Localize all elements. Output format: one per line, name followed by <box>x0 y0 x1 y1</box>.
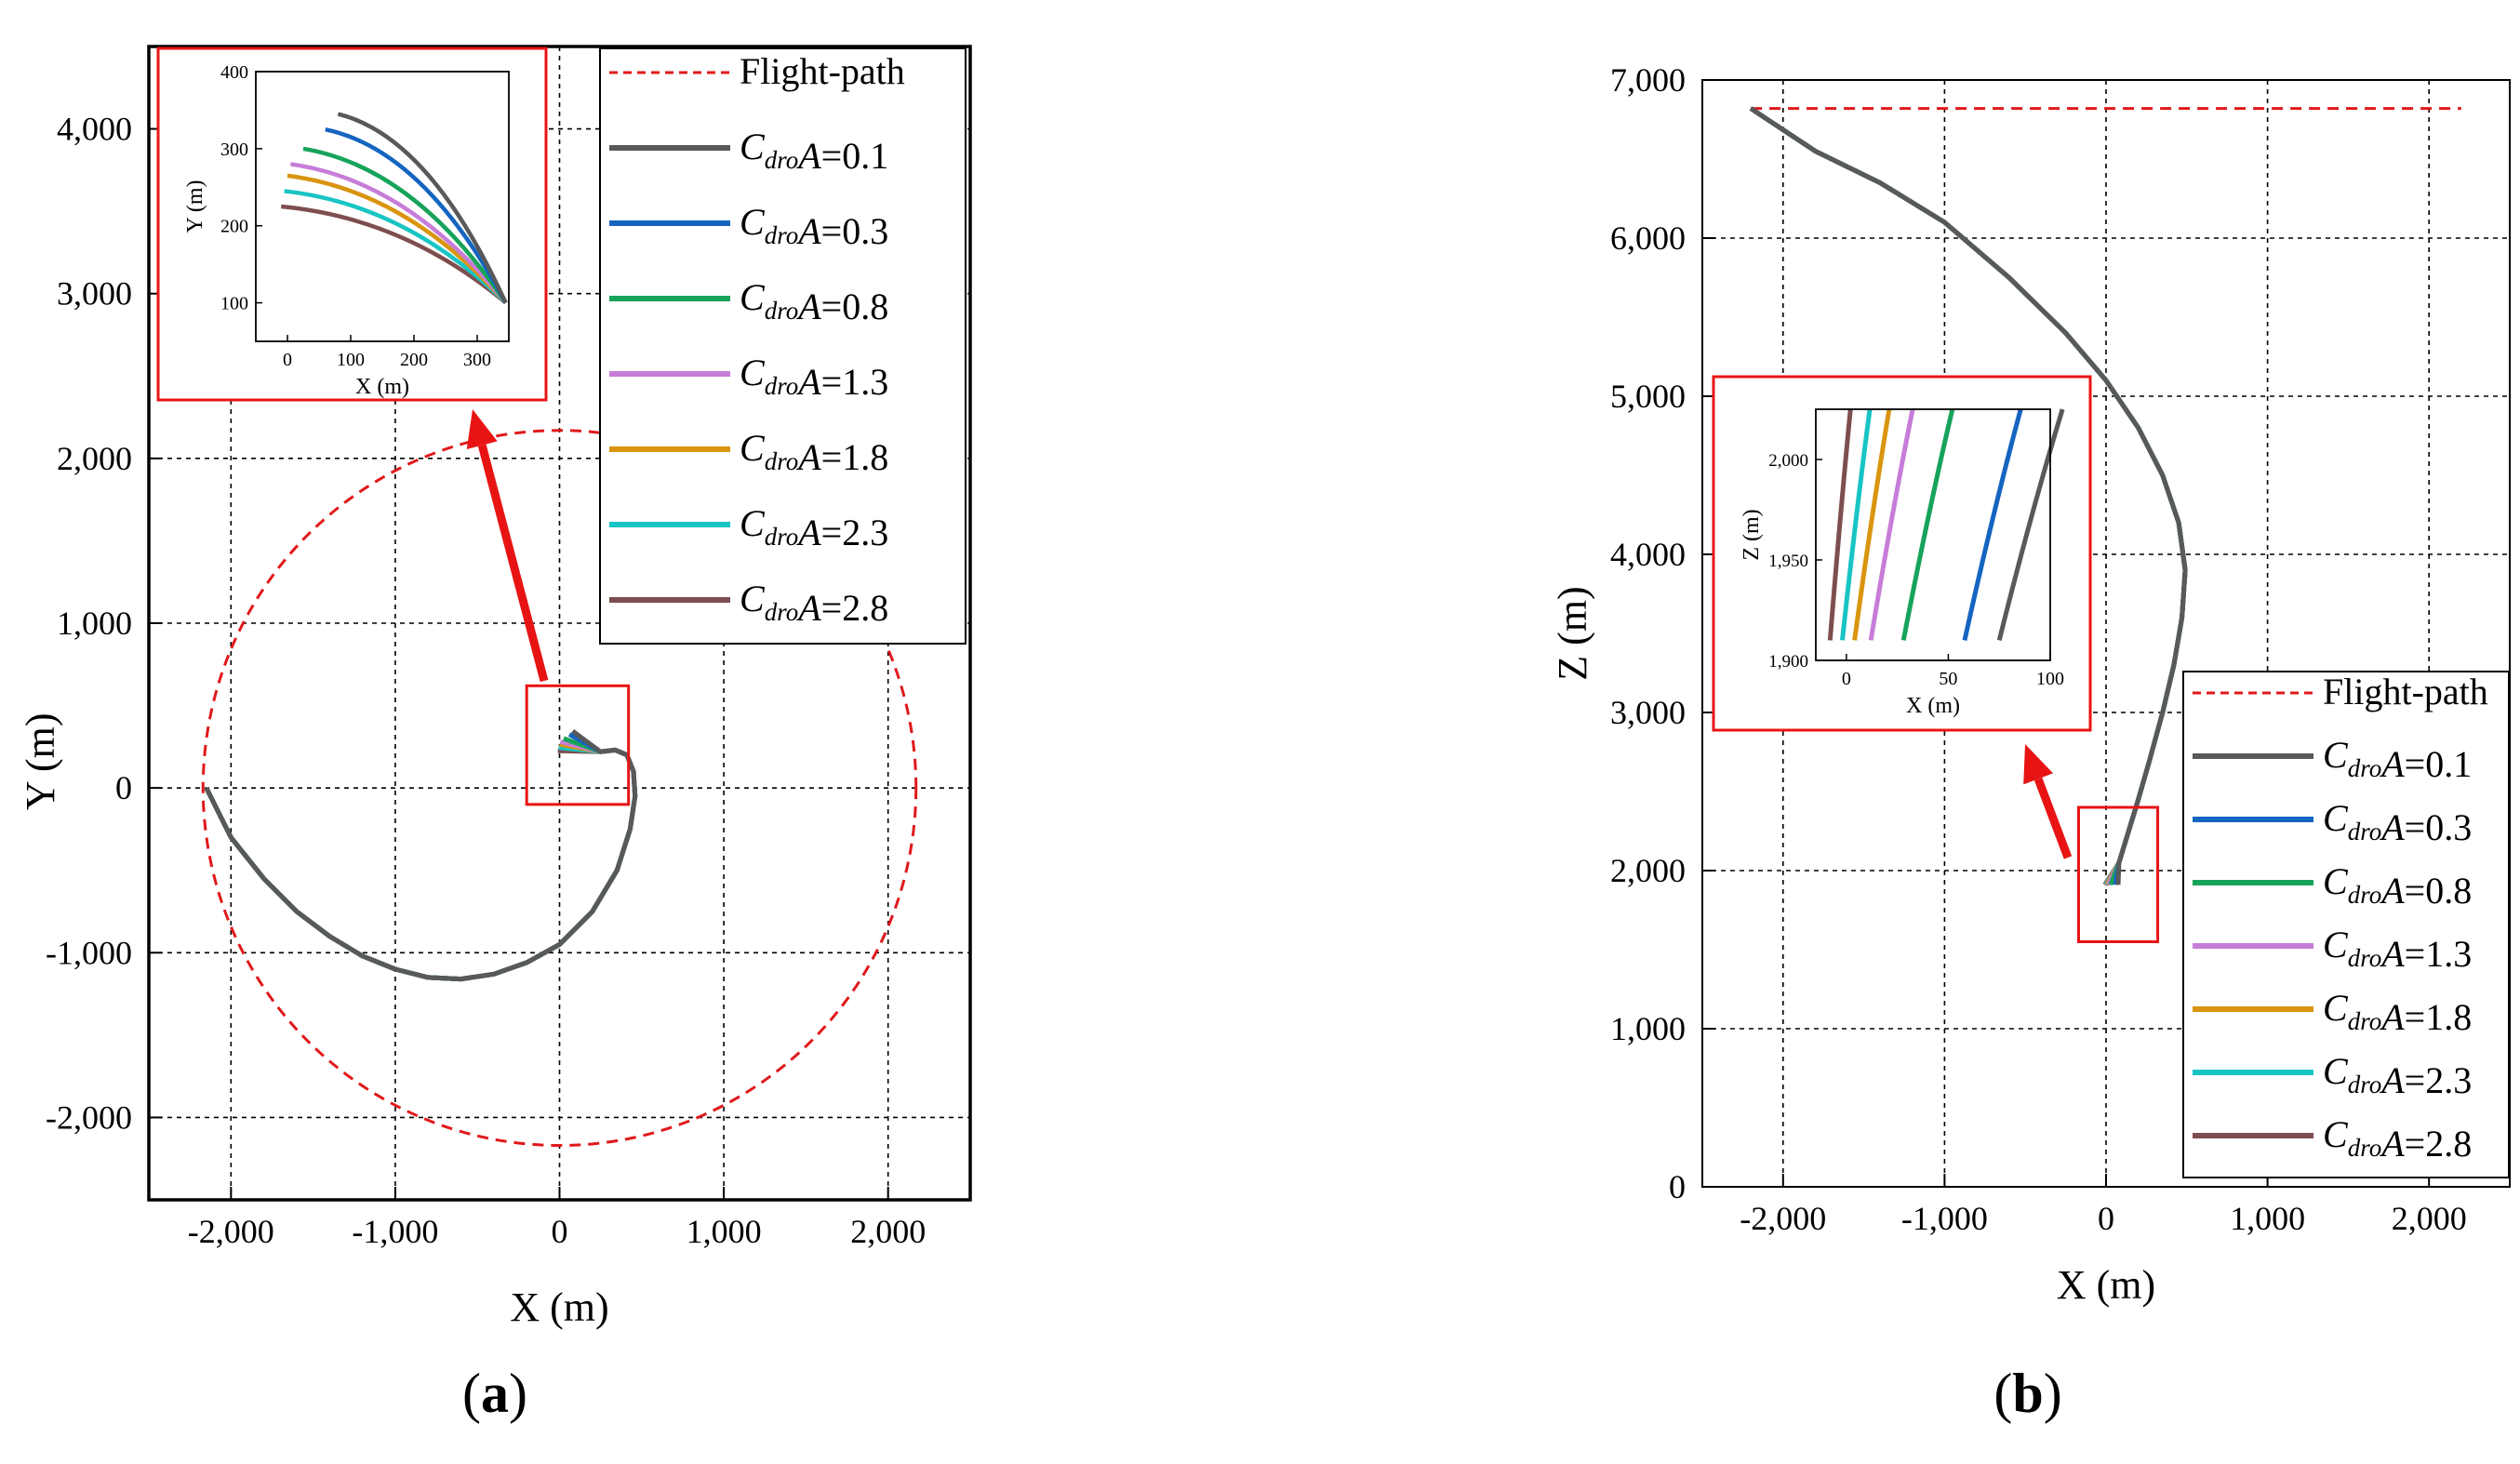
a-legend-label-flight-path: Flight-path <box>740 50 905 92</box>
a-inset-y-tick-label: 100 <box>220 294 248 314</box>
b-y-tick-label: 6,000 <box>1610 220 1686 257</box>
a-inset-series-1 <box>325 126 508 304</box>
b-x-tick-label: 2,000 <box>2392 1200 2467 1237</box>
a-inset-series-2 <box>302 146 508 304</box>
b-inset-y-label: Z (m) <box>1740 509 1764 560</box>
b-legend-label-flight-path: Flight-path <box>2323 671 2488 712</box>
a-x-tick-label: 1,000 <box>687 1213 762 1250</box>
a-inset-y-tick-label: 400 <box>220 62 248 83</box>
a-inset-frame <box>156 47 548 402</box>
a-inset-x-label: X (m) <box>355 375 409 399</box>
a-y-tick-label: -2,000 <box>46 1098 132 1136</box>
a-x-tick-label: -1,000 <box>352 1213 438 1250</box>
a-flight-path-circle <box>201 429 918 1148</box>
b-x-tick-label: -1,000 <box>1901 1200 1988 1237</box>
a-inset-y-label: Y (m) <box>183 180 207 233</box>
a-legend-label-0: CdroA=0.1 <box>740 126 888 177</box>
a-inset-y-tick-label: 300 <box>220 140 248 160</box>
b-inset-y-tick-label: 1,900 <box>1768 652 1808 672</box>
b-inset-series-2 <box>1900 408 1955 641</box>
b-inset-series-6 <box>1827 408 1853 641</box>
a-inset-series-5 <box>284 189 508 305</box>
a-y-tick-label: 2,000 <box>57 440 132 477</box>
b-y-tick-label: 7,000 <box>1610 61 1686 99</box>
a-plot-frame <box>147 45 972 1202</box>
b-arrow-shaft <box>2033 777 2073 859</box>
b-y-tick-label: 4,000 <box>1610 536 1686 573</box>
b-x-tick-label: 0 <box>2098 1200 2114 1237</box>
a-zoom-box <box>525 684 631 806</box>
b-inset-x-label: X (m) <box>1906 694 1960 718</box>
b-series-0 <box>1749 106 2188 885</box>
a-x-label: X (m) <box>510 1284 608 1330</box>
b-x-label: X (m) <box>2057 1262 2155 1308</box>
b-inset-x-tick-label: 50 <box>1939 669 1957 689</box>
a-panel-label: (a) <box>462 1363 527 1424</box>
a-x-tick-label: 2,000 <box>850 1213 926 1250</box>
b-inset-series-5 <box>1840 408 1873 641</box>
a-inset-x-tick-label: 100 <box>337 350 365 370</box>
b-y-label: Z (m) <box>1550 586 1595 680</box>
a-y-tick-label: 3,000 <box>57 275 132 313</box>
b-inset-frame <box>1712 375 2092 732</box>
b-inset-x-tick-label: 100 <box>2036 669 2064 689</box>
b-legend-label-2: CdroA=0.8 <box>2323 860 2472 912</box>
a-inset-series-0 <box>337 112 508 304</box>
b-y-tick-label: 5,000 <box>1610 378 1686 415</box>
b-inset-series-0 <box>1996 408 2065 642</box>
b-legend-label-5: CdroA=2.3 <box>2323 1050 2472 1101</box>
b-inset-y-tick-label: 1,950 <box>1768 552 1808 571</box>
b-y-tick-label: 0 <box>1669 1168 1686 1205</box>
a-inset-series-3 <box>290 162 508 304</box>
b-zoom-box <box>2076 805 2160 943</box>
a-y-label: Y (m) <box>18 712 63 810</box>
a-legend-label-6: CdroA=2.8 <box>740 578 888 629</box>
a-inset-y-tick-label: 200 <box>220 217 248 237</box>
b-panel-label: (b) <box>1993 1363 2061 1424</box>
b-legend-label-6: CdroA=2.8 <box>2323 1113 2472 1165</box>
b-inset-x-tick-label: 0 <box>1842 669 1851 689</box>
a-x-tick-label: 0 <box>552 1213 568 1250</box>
b-inset-series-3 <box>1868 408 1915 641</box>
b-inset-axes-frame <box>1815 408 2051 661</box>
b-y-tick-label: 2,000 <box>1610 852 1686 889</box>
b-legend-label-1: CdroA=0.3 <box>2323 797 2472 848</box>
a-inset-axes-frame <box>255 71 510 342</box>
b-y-tick-label: 3,000 <box>1610 694 1686 731</box>
a-y-tick-label: -1,000 <box>46 934 132 971</box>
b-legend-label-4: CdroA=1.8 <box>2323 987 2472 1038</box>
a-x-tick-label: -2,000 <box>188 1213 274 1250</box>
a-arrow-shaft <box>477 444 549 683</box>
a-legend-label-2: CdroA=0.8 <box>740 276 888 327</box>
b-inset-series-1 <box>1962 408 2023 641</box>
b-legend-label-3: CdroA=1.3 <box>2323 924 2472 975</box>
b-x-tick-label: 1,000 <box>2230 1200 2305 1237</box>
b-inset-y-tick-label: 2,000 <box>1768 451 1808 471</box>
a-y-tick-label: 0 <box>115 769 132 806</box>
a-inset-series-6 <box>280 204 508 305</box>
a-legend-box <box>599 47 967 645</box>
a-legend-label-4: CdroA=1.8 <box>740 427 888 478</box>
a-legend-label-3: CdroA=1.3 <box>740 352 888 403</box>
a-legend-label-5: CdroA=2.3 <box>740 502 888 553</box>
a-legend-label-1: CdroA=0.3 <box>740 201 888 252</box>
b-arrow-head <box>2023 744 2054 785</box>
a-inset-x-tick-label: 300 <box>463 350 491 370</box>
a-arrow-head <box>466 409 498 450</box>
b-x-tick-label: -2,000 <box>1740 1200 1826 1237</box>
a-inset-x-tick-label: 200 <box>400 350 428 370</box>
b-y-tick-label: 1,000 <box>1610 1010 1686 1047</box>
a-y-tick-label: 4,000 <box>57 111 132 148</box>
b-inset-series-4 <box>1852 408 1892 641</box>
b-legend-label-0: CdroA=0.1 <box>2323 734 2472 785</box>
a-y-tick-label: 1,000 <box>57 605 132 642</box>
a-inset-x-tick-label: 0 <box>283 350 292 370</box>
b-plot-frame <box>1701 79 2511 1188</box>
